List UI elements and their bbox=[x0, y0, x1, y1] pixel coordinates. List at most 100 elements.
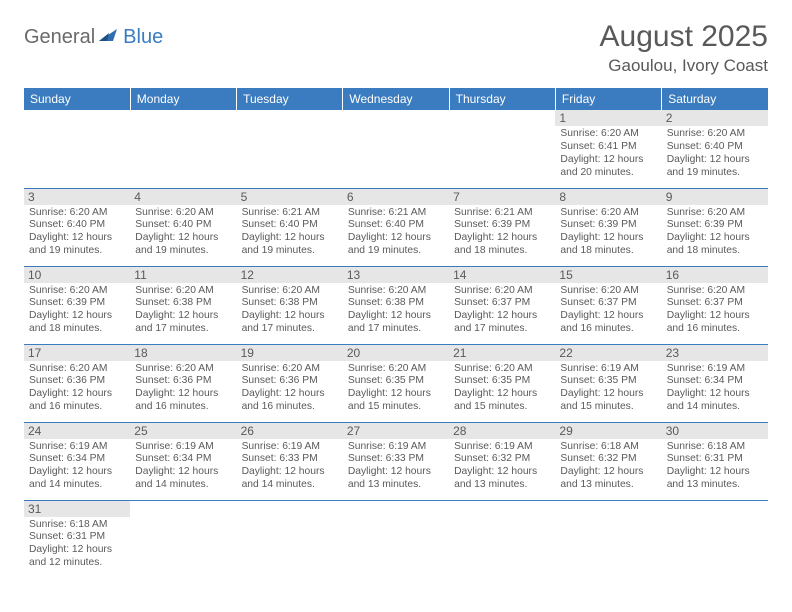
day-header: Tuesday bbox=[237, 88, 343, 110]
sunset-text: Sunset: 6:32 PM bbox=[560, 453, 656, 466]
day-number: 10 bbox=[24, 267, 130, 283]
day-info: Sunrise: 6:20 AMSunset: 6:36 PMDaylight:… bbox=[135, 363, 231, 414]
daylight-text: Daylight: 12 hours and 18 minutes. bbox=[29, 310, 125, 336]
calendar-row: 31 Sunrise: 6:18 AMSunset: 6:31 PMDayligh… bbox=[24, 500, 768, 578]
day-number: 14 bbox=[449, 267, 555, 283]
sunrise-text: Sunrise: 6:19 AM bbox=[135, 441, 231, 454]
day-info: Sunrise: 6:20 AMSunset: 6:38 PMDaylight:… bbox=[348, 285, 444, 336]
calendar-row: 1Sunrise: 6:20 AMSunset: 6:41 PMDaylight… bbox=[24, 110, 768, 188]
title-block: August 2025 Gaoulou, Ivory Coast bbox=[600, 20, 768, 76]
day-number: 2 bbox=[662, 110, 768, 126]
sunrise-text: Sunrise: 6:20 AM bbox=[348, 285, 444, 298]
day-number: 18 bbox=[130, 345, 236, 361]
day-number: 29 bbox=[555, 423, 661, 439]
sunrise-text: Sunrise: 6:20 AM bbox=[242, 285, 338, 298]
calendar-cell-empty bbox=[24, 110, 130, 188]
sunrise-text: Sunrise: 6:21 AM bbox=[242, 207, 338, 220]
sunrise-text: Sunrise: 6:20 AM bbox=[135, 207, 231, 220]
day-number: 30 bbox=[662, 423, 768, 439]
sunset-text: Sunset: 6:31 PM bbox=[29, 531, 125, 544]
sunset-text: Sunset: 6:36 PM bbox=[135, 375, 231, 388]
sunset-text: Sunset: 6:36 PM bbox=[242, 375, 338, 388]
daylight-text: Daylight: 12 hours and 14 minutes. bbox=[242, 466, 338, 492]
daylight-text: Daylight: 12 hours and 18 minutes. bbox=[667, 232, 763, 258]
day-info: Sunrise: 6:20 AMSunset: 6:36 PMDaylight:… bbox=[29, 363, 125, 414]
daylight-text: Daylight: 12 hours and 19 minutes. bbox=[348, 232, 444, 258]
calendar-cell: 28Sunrise: 6:19 AMSunset: 6:32 PMDayligh… bbox=[449, 422, 555, 500]
daylight-text: Daylight: 12 hours and 19 minutes. bbox=[242, 232, 338, 258]
day-number: 31 bbox=[24, 501, 130, 517]
calendar-table: SundayMondayTuesdayWednesdayThursdayFrid… bbox=[24, 88, 768, 578]
calendar-cell: 6Sunrise: 6:21 AMSunset: 6:40 PMDaylight… bbox=[343, 188, 449, 266]
day-number: 17 bbox=[24, 345, 130, 361]
calendar-cell: 11Sunrise: 6:20 AMSunset: 6:38 PMDayligh… bbox=[130, 266, 236, 344]
daylight-text: Daylight: 12 hours and 19 minutes. bbox=[135, 232, 231, 258]
day-number: 5 bbox=[237, 189, 343, 205]
daylight-text: Daylight: 12 hours and 14 minutes. bbox=[667, 388, 763, 414]
sunset-text: Sunset: 6:39 PM bbox=[29, 297, 125, 310]
day-header: Friday bbox=[555, 88, 661, 110]
daylight-text: Daylight: 12 hours and 15 minutes. bbox=[560, 388, 656, 414]
sunrise-text: Sunrise: 6:20 AM bbox=[560, 285, 656, 298]
daylight-text: Daylight: 12 hours and 16 minutes. bbox=[242, 388, 338, 414]
day-info: Sunrise: 6:20 AMSunset: 6:37 PMDaylight:… bbox=[454, 285, 550, 336]
day-header: Thursday bbox=[449, 88, 555, 110]
calendar-cell-empty bbox=[237, 500, 343, 578]
daylight-text: Daylight: 12 hours and 17 minutes. bbox=[348, 310, 444, 336]
sunrise-text: Sunrise: 6:20 AM bbox=[348, 363, 444, 376]
daylight-text: Daylight: 12 hours and 17 minutes. bbox=[135, 310, 231, 336]
calendar-body: 1Sunrise: 6:20 AMSunset: 6:41 PMDaylight… bbox=[24, 110, 768, 578]
calendar-cell: 3Sunrise: 6:20 AMSunset: 6:40 PMDaylight… bbox=[24, 188, 130, 266]
daylight-text: Daylight: 12 hours and 19 minutes. bbox=[29, 232, 125, 258]
month-title: August 2025 bbox=[600, 20, 768, 54]
calendar-cell: 8Sunrise: 6:20 AMSunset: 6:39 PMDaylight… bbox=[555, 188, 661, 266]
day-number: 8 bbox=[555, 189, 661, 205]
sunset-text: Sunset: 6:41 PM bbox=[560, 141, 656, 154]
day-info: Sunrise: 6:19 AMSunset: 6:32 PMDaylight:… bbox=[454, 441, 550, 492]
day-header-row: SundayMondayTuesdayWednesdayThursdayFrid… bbox=[24, 88, 768, 110]
sunset-text: Sunset: 6:35 PM bbox=[560, 375, 656, 388]
day-info: Sunrise: 6:20 AMSunset: 6:41 PMDaylight:… bbox=[560, 128, 656, 179]
calendar-cell: 30Sunrise: 6:18 AMSunset: 6:31 PMDayligh… bbox=[662, 422, 768, 500]
calendar-cell: 29 Sunrise: 6:18 AMSunset: 6:32 PMDayligh… bbox=[555, 422, 661, 500]
day-header: Monday bbox=[130, 88, 236, 110]
calendar-cell-empty bbox=[237, 110, 343, 188]
calendar-cell: 10Sunrise: 6:20 AMSunset: 6:39 PMDayligh… bbox=[24, 266, 130, 344]
daylight-text: Daylight: 12 hours and 16 minutes. bbox=[29, 388, 125, 414]
daylight-text: Daylight: 12 hours and 13 minutes. bbox=[560, 466, 656, 492]
day-info: Sunrise: 6:18 AMSunset: 6:31 PMDaylight:… bbox=[29, 519, 125, 570]
calendar-row: 3Sunrise: 6:20 AMSunset: 6:40 PMDaylight… bbox=[24, 188, 768, 266]
day-number: 22 bbox=[555, 345, 661, 361]
daylight-text: Daylight: 12 hours and 14 minutes. bbox=[29, 466, 125, 492]
header: General Blue August 2025 Gaoulou, Ivory … bbox=[24, 20, 768, 76]
location: Gaoulou, Ivory Coast bbox=[600, 56, 768, 76]
calendar-cell-empty bbox=[449, 110, 555, 188]
calendar-cell: 22Sunrise: 6:19 AMSunset: 6:35 PMDayligh… bbox=[555, 344, 661, 422]
calendar-cell: 1Sunrise: 6:20 AMSunset: 6:41 PMDaylight… bbox=[555, 110, 661, 188]
calendar-cell: 7Sunrise: 6:21 AMSunset: 6:39 PMDaylight… bbox=[449, 188, 555, 266]
calendar-cell: 17 Sunrise: 6:20 AMSunset: 6:36 PMDayligh… bbox=[24, 344, 130, 422]
day-header: Wednesday bbox=[343, 88, 449, 110]
day-info: Sunrise: 6:19 AMSunset: 6:33 PMDaylight:… bbox=[242, 441, 338, 492]
day-info: Sunrise: 6:20 AMSunset: 6:40 PMDaylight:… bbox=[135, 207, 231, 258]
day-number: 24 bbox=[24, 423, 130, 439]
calendar-row: 10Sunrise: 6:20 AMSunset: 6:39 PMDayligh… bbox=[24, 266, 768, 344]
daylight-text: Daylight: 12 hours and 14 minutes. bbox=[135, 466, 231, 492]
sunrise-text: Sunrise: 6:20 AM bbox=[29, 363, 125, 376]
day-info: Sunrise: 6:19 AMSunset: 6:34 PMDaylight:… bbox=[29, 441, 125, 492]
sunrise-text: Sunrise: 6:20 AM bbox=[667, 285, 763, 298]
day-info: Sunrise: 6:20 AMSunset: 6:35 PMDaylight:… bbox=[454, 363, 550, 414]
calendar-cell-empty bbox=[555, 500, 661, 578]
day-info: Sunrise: 6:20 AMSunset: 6:40 PMDaylight:… bbox=[29, 207, 125, 258]
daylight-text: Daylight: 12 hours and 18 minutes. bbox=[560, 232, 656, 258]
calendar-cell: 24 Sunrise: 6:19 AMSunset: 6:34 PMDayligh… bbox=[24, 422, 130, 500]
daylight-text: Daylight: 12 hours and 20 minutes. bbox=[560, 154, 656, 180]
day-number: 20 bbox=[343, 345, 449, 361]
sunset-text: Sunset: 6:37 PM bbox=[667, 297, 763, 310]
logo-text-general: General bbox=[24, 26, 95, 49]
calendar-cell-empty bbox=[130, 500, 236, 578]
sunset-text: Sunset: 6:36 PM bbox=[29, 375, 125, 388]
sunrise-text: Sunrise: 6:18 AM bbox=[560, 441, 656, 454]
day-number: 23 bbox=[662, 345, 768, 361]
sunset-text: Sunset: 6:35 PM bbox=[454, 375, 550, 388]
